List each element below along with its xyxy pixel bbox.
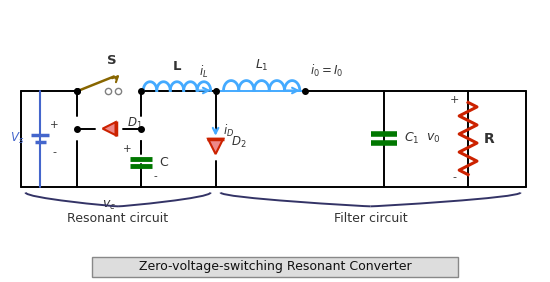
Text: $D_2$: $D_2$ [232, 135, 247, 150]
Text: Zero-voltage-switching Resonant Converter: Zero-voltage-switching Resonant Converte… [139, 260, 411, 273]
Polygon shape [208, 139, 223, 154]
Text: $C_1$: $C_1$ [404, 131, 419, 146]
Text: +: + [50, 120, 58, 130]
Text: R: R [484, 131, 494, 146]
Text: S: S [107, 54, 117, 67]
Text: $v_c$: $v_c$ [102, 199, 116, 212]
Text: $D_1$: $D_1$ [127, 116, 142, 131]
Text: Resonant circuit: Resonant circuit [68, 212, 169, 225]
FancyBboxPatch shape [92, 257, 458, 277]
Text: $i_0 = I_0$: $i_0 = I_0$ [310, 63, 343, 79]
Text: -: - [452, 172, 456, 182]
Text: $L_1$: $L_1$ [255, 58, 268, 73]
Text: $v_0$: $v_0$ [426, 132, 440, 145]
Text: $i_L$: $i_L$ [199, 63, 208, 80]
Text: +: + [123, 144, 132, 154]
Text: $i_D$: $i_D$ [223, 123, 234, 139]
Polygon shape [103, 122, 115, 135]
Text: L: L [173, 60, 182, 73]
Text: C: C [159, 156, 168, 169]
Text: -: - [153, 171, 157, 181]
Text: -: - [52, 147, 56, 157]
Text: +: + [449, 95, 459, 105]
Text: Filter circuit: Filter circuit [334, 212, 408, 225]
Text: $V_s$: $V_s$ [10, 131, 25, 146]
